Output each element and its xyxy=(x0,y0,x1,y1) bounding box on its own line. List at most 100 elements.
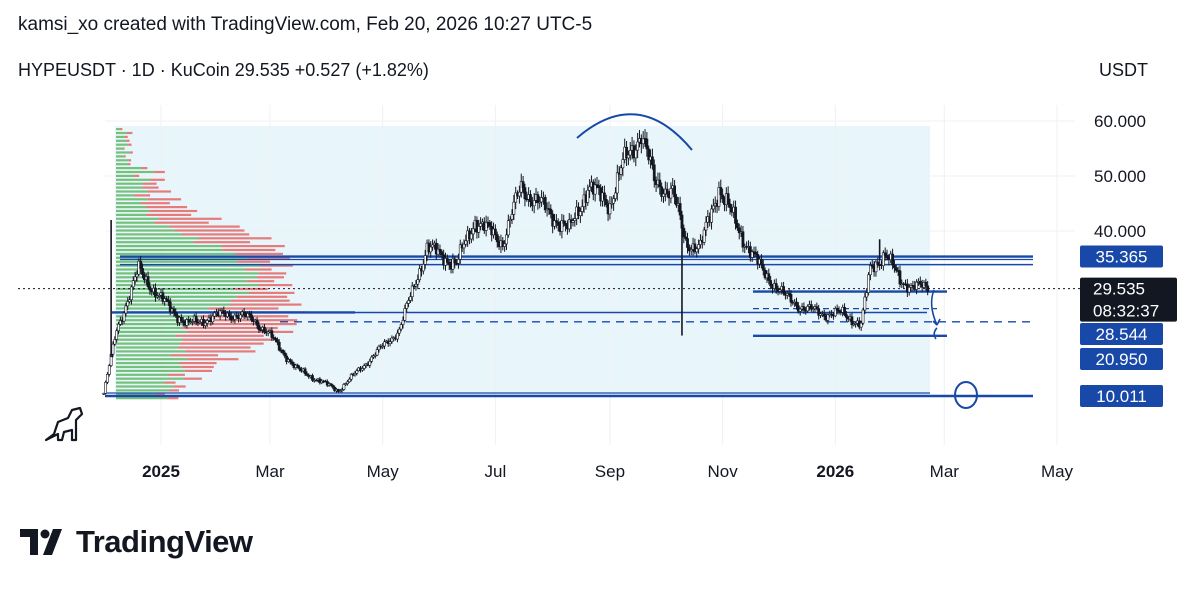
candle-body xyxy=(741,231,745,248)
candle-body xyxy=(493,228,497,235)
vp-bar-down xyxy=(208,307,279,310)
candle-body xyxy=(798,308,802,312)
vp-bar-up xyxy=(116,233,182,236)
vp-bar-down xyxy=(167,397,179,400)
candle-body xyxy=(586,189,590,203)
symbol-info: HYPEUSDT · 1D · KuCoin 29.535 +0.527 (+1… xyxy=(18,60,429,80)
vp-bar-down xyxy=(127,163,131,166)
level-price-label: 35.365 xyxy=(1096,248,1148,267)
candle-body xyxy=(898,270,902,285)
candle-body xyxy=(438,248,442,252)
vp-bar-up xyxy=(116,159,129,162)
candle-body xyxy=(850,316,854,326)
candle-body xyxy=(811,308,815,311)
candle-body xyxy=(434,242,438,255)
vp-bar-down xyxy=(175,334,264,337)
candle-body xyxy=(168,301,172,312)
arrow-drawing-tail xyxy=(933,327,938,340)
candle-body xyxy=(554,220,558,223)
vp-bar-down xyxy=(170,354,219,357)
candle-body xyxy=(263,326,266,333)
candle-body xyxy=(641,137,645,145)
vp-bar-down xyxy=(174,229,245,232)
candle-body xyxy=(907,287,911,293)
candle-body xyxy=(283,352,287,357)
candle-body xyxy=(133,276,137,281)
level-price-label-bg xyxy=(1080,348,1163,370)
candle-body xyxy=(285,355,289,362)
tradingview-logo-icon xyxy=(20,529,62,555)
candle-body xyxy=(107,365,111,375)
candle-body xyxy=(735,223,739,229)
vp-bar-down xyxy=(246,256,290,259)
vp-bar-up xyxy=(116,377,184,380)
candle-body xyxy=(166,299,170,303)
candle-body xyxy=(517,191,521,197)
drawing-annotations[interactable] xyxy=(576,113,978,409)
candle-body xyxy=(571,220,575,223)
vp-bar-down xyxy=(169,225,240,228)
vp-bar-up xyxy=(116,245,222,248)
candle-body xyxy=(314,379,318,382)
candle-body xyxy=(863,296,867,311)
vp-bar-up xyxy=(116,225,170,228)
candle-body xyxy=(227,312,231,317)
candle-body xyxy=(717,187,721,207)
grid-lines xyxy=(105,105,1075,445)
y-axis[interactable]: 60.000 50.000 40.000 35.365 29.535 08:32:37 28… xyxy=(1080,112,1177,407)
vp-bar-down xyxy=(186,330,294,333)
candle-body xyxy=(353,372,357,376)
candle-body xyxy=(869,265,872,276)
candle-body xyxy=(349,373,353,380)
price-scale-currency[interactable]: USDT xyxy=(1099,60,1148,80)
candle-body xyxy=(257,324,261,330)
candle-body xyxy=(222,310,226,315)
candle-body xyxy=(673,185,676,198)
candle-body xyxy=(881,252,885,266)
candle-body xyxy=(329,383,333,386)
candle-body xyxy=(148,286,152,291)
candle-body xyxy=(117,323,120,332)
candle-body xyxy=(165,298,168,301)
level-price-label-bg xyxy=(1080,245,1163,268)
vp-bar-down xyxy=(173,385,186,388)
candle-body xyxy=(726,193,730,205)
vp-bar-down xyxy=(182,326,278,330)
candle-body xyxy=(161,292,165,302)
vp-bar-up xyxy=(116,190,148,193)
vp-bar-up xyxy=(116,385,174,388)
candle-body xyxy=(573,218,577,221)
vp-bar-up xyxy=(116,217,159,220)
candle-body xyxy=(503,243,507,247)
vp-bar-down xyxy=(185,350,256,353)
candle-body xyxy=(543,197,547,211)
candle-body xyxy=(652,164,656,182)
vp-bar-up xyxy=(116,221,155,224)
candle-body xyxy=(179,317,183,322)
candle-body xyxy=(407,300,410,304)
x-tick-label: May xyxy=(367,462,400,481)
candle-body xyxy=(235,314,239,318)
candle-body xyxy=(580,206,584,212)
level-price-label-bg xyxy=(1080,385,1163,407)
candle-body xyxy=(457,259,460,264)
candle-body xyxy=(924,282,928,287)
candle-body xyxy=(102,393,106,395)
candle-body xyxy=(255,319,259,326)
current-price-box xyxy=(1080,277,1177,322)
candle-body xyxy=(529,194,532,203)
candle-body xyxy=(124,305,128,314)
vp-bar-down xyxy=(181,233,250,236)
candle-body xyxy=(113,339,117,345)
candle-body xyxy=(172,308,176,313)
candle-body xyxy=(702,229,706,243)
vp-bar-down xyxy=(234,287,268,291)
candle-body xyxy=(303,368,307,374)
y-tick-label: 60.000 xyxy=(1094,112,1146,131)
candle-body xyxy=(615,172,619,194)
candle-body xyxy=(660,186,664,197)
candle-body xyxy=(697,244,701,250)
vp-bar-down xyxy=(147,190,172,193)
vp-bar-up xyxy=(116,393,157,396)
